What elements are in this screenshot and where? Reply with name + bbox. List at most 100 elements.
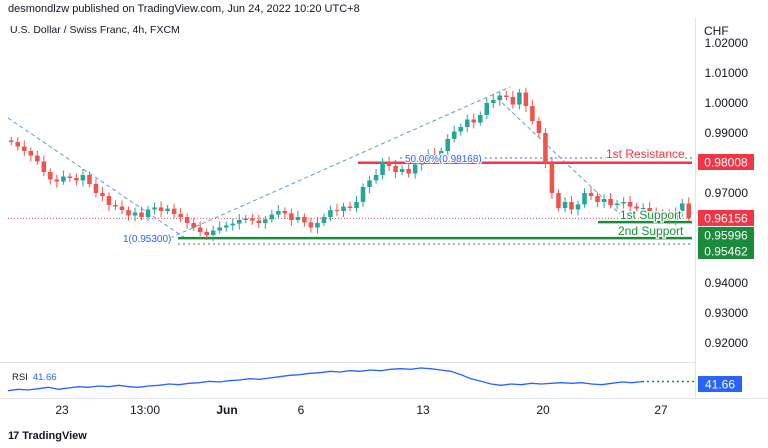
candle-body bbox=[8, 140, 14, 142]
price-tag-label: 0.95996 bbox=[704, 229, 748, 243]
candle-body bbox=[569, 202, 574, 210]
candle-body bbox=[380, 161, 385, 175]
candle-body bbox=[679, 203, 685, 211]
candle-body bbox=[562, 202, 568, 208]
candle-body bbox=[432, 154, 437, 160]
candle-body bbox=[530, 106, 535, 121]
rsi-legend-value: 41.66 bbox=[32, 372, 57, 383]
fib-1-annotation: 1(0.95300) bbox=[123, 234, 171, 245]
price-tag-bg bbox=[698, 227, 754, 243]
candle-body bbox=[451, 131, 457, 139]
candle-body bbox=[302, 217, 307, 223]
candle-body bbox=[250, 218, 255, 221]
candle-body bbox=[230, 223, 236, 226]
candle-body bbox=[412, 164, 418, 174]
support-resistance-levels bbox=[8, 157, 692, 245]
candle-body bbox=[458, 127, 464, 132]
rsi-value-label: 41.66 bbox=[705, 378, 735, 392]
price-axis-labels: 0.98008 0.96156 0.95996 0.95462 bbox=[698, 154, 754, 259]
price-tag-label: 0.95462 bbox=[704, 245, 748, 259]
candle-body bbox=[686, 203, 692, 219]
candle-body bbox=[210, 230, 216, 235]
candle-body bbox=[67, 176, 73, 178]
rsi-line bbox=[7, 367, 643, 392]
brand-name: TradingView bbox=[22, 430, 87, 442]
candle-body bbox=[197, 227, 203, 232]
symbol-title[interactable]: U.S. Dollar / Swiss Franc, 4h, FXCM bbox=[10, 24, 180, 36]
publisher-header: desmondlzw published on TradingView.com,… bbox=[8, 3, 360, 15]
candle-body bbox=[367, 180, 372, 187]
candle-body bbox=[54, 179, 60, 182]
candle-body bbox=[132, 212, 138, 216]
price-tag-label: 0.96156 bbox=[704, 212, 748, 226]
fib-50-annotation: 50.00%(0.98168) bbox=[405, 154, 482, 165]
price-tag-bg bbox=[698, 243, 754, 259]
time-tick-label: 23 bbox=[55, 403, 69, 417]
candle-body bbox=[601, 199, 607, 202]
candle-body bbox=[184, 217, 190, 223]
candle-body bbox=[627, 202, 633, 207]
candle-body bbox=[321, 217, 327, 223]
candle-body bbox=[660, 214, 665, 216]
candle-body bbox=[575, 204, 581, 210]
time-tick-label: 13:00 bbox=[130, 403, 160, 417]
price-axis-ticks: 1.02000 1.01000 1.00000 0.99000 0.97000 0.940… bbox=[705, 36, 749, 350]
candle-body bbox=[471, 119, 477, 123]
candle-body bbox=[549, 163, 555, 193]
candle-body bbox=[556, 193, 561, 208]
candle-body bbox=[484, 103, 490, 115]
candle-body bbox=[41, 161, 47, 172]
tradingview-logo-icon: 17 bbox=[8, 430, 19, 442]
trendline bbox=[169, 86, 511, 239]
candle-body bbox=[425, 154, 431, 160]
candle-body bbox=[308, 222, 314, 228]
candle-body bbox=[80, 175, 86, 181]
candle-body bbox=[354, 202, 359, 208]
candle-body bbox=[588, 193, 594, 196]
candle-body bbox=[15, 142, 21, 147]
candle-body bbox=[93, 184, 99, 193]
candle-body bbox=[504, 95, 509, 97]
price-tick-label: 0.93000 bbox=[705, 306, 749, 320]
candle-body bbox=[126, 210, 131, 216]
price-tick-label: 1.01000 bbox=[705, 66, 749, 80]
candle-body bbox=[373, 175, 379, 181]
candle-body bbox=[217, 227, 222, 231]
trendline bbox=[7, 117, 186, 239]
price-tick-label: 0.97000 bbox=[705, 186, 749, 200]
candle-body bbox=[223, 225, 229, 228]
candle-body bbox=[360, 187, 366, 202]
candle-body bbox=[87, 175, 92, 184]
candle-body bbox=[119, 206, 125, 211]
candle-body bbox=[191, 223, 196, 228]
candle-body bbox=[178, 214, 183, 217]
support2-annotation: 2nd Support bbox=[618, 224, 684, 238]
candle-body bbox=[640, 208, 646, 209]
support1-annotation: 1st Support bbox=[620, 208, 682, 222]
candle-body bbox=[438, 151, 444, 160]
tradingview-brand[interactable]: 17 TradingView bbox=[8, 430, 87, 442]
price-tick-label: 1.02000 bbox=[705, 36, 749, 50]
candle-body bbox=[673, 211, 678, 220]
candle-body bbox=[595, 196, 600, 202]
candlestick-series bbox=[8, 87, 692, 241]
price-tick-label: 0.99000 bbox=[705, 126, 749, 140]
candle-body bbox=[621, 202, 626, 204]
candle-body bbox=[145, 209, 151, 217]
candle-body bbox=[295, 217, 301, 220]
candle-body bbox=[666, 215, 672, 220]
candle-body bbox=[74, 178, 79, 181]
candle-body bbox=[491, 100, 496, 103]
candle-body bbox=[48, 172, 53, 180]
candle-body bbox=[608, 199, 613, 205]
candle-body bbox=[263, 219, 268, 223]
candle-body bbox=[139, 212, 144, 217]
candle-body bbox=[653, 211, 659, 214]
rsi-legend[interactable]: RSI 41.66 bbox=[12, 372, 57, 383]
rsi-pane-divider[interactable] bbox=[0, 362, 695, 363]
candle-body bbox=[543, 133, 548, 163]
price-tag-label: 0.98008 bbox=[704, 156, 748, 170]
candle-body bbox=[256, 220, 262, 223]
candle-body bbox=[536, 121, 542, 133]
